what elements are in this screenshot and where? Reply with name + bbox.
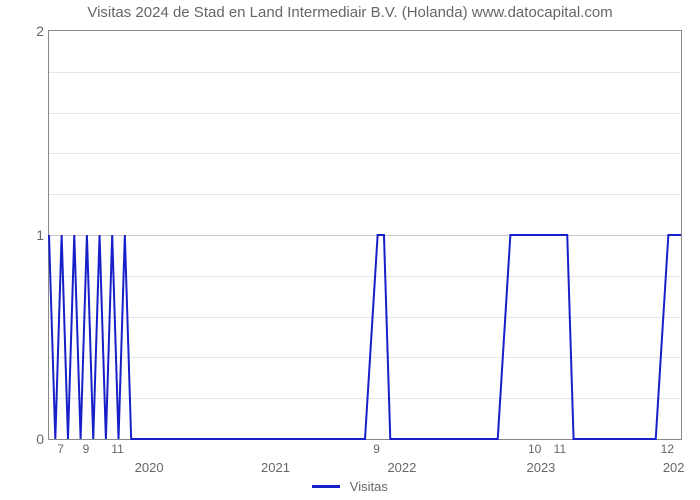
x-tick-month-label: 12: [661, 442, 674, 456]
x-tick-month-label: 11: [554, 442, 566, 456]
data-line: [49, 31, 681, 439]
legend: Visitas: [0, 478, 700, 494]
x-tick-year-label: 2022: [387, 460, 416, 475]
legend-swatch: [312, 485, 340, 488]
x-tick-year-label: 2020: [135, 460, 164, 475]
x-tick-month-label: 11: [111, 442, 123, 456]
y-tick-label: 0: [4, 431, 44, 447]
x-tick-month-label: 9: [83, 442, 90, 456]
x-tick-month-label: 7: [57, 442, 64, 456]
plot-area: [48, 30, 682, 440]
x-axis-year-ticks: 2020 2021 2022 2023 202: [48, 460, 682, 478]
visits-line-chart: Visitas 2024 de Stad en Land Intermediai…: [0, 0, 700, 500]
chart-title: Visitas 2024 de Stad en Land Intermediai…: [0, 4, 700, 21]
y-tick-label: 1: [4, 227, 44, 243]
legend-label: Visitas: [350, 479, 388, 494]
x-tick-year-label: 2023: [526, 460, 555, 475]
x-axis-month-ticks: 7 9 11 9 10 11 12: [48, 442, 682, 460]
x-tick-month-label: 10: [528, 442, 541, 456]
x-tick-year-label: 2021: [261, 460, 290, 475]
x-tick-year-label: 202: [663, 460, 685, 475]
x-tick-month-label: 9: [373, 442, 380, 456]
y-tick-label: 2: [4, 23, 44, 39]
